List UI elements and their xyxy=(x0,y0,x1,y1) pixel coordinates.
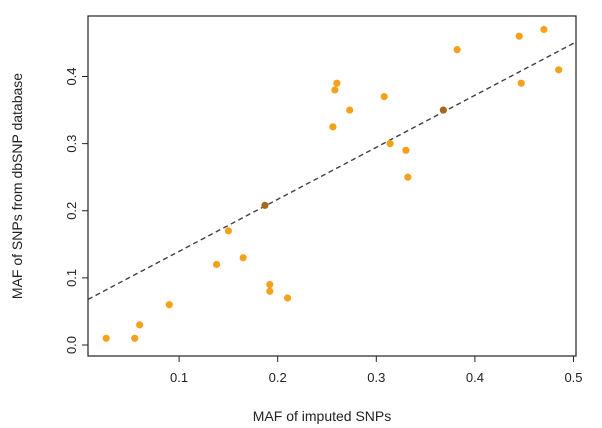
data-point xyxy=(136,321,144,329)
data-point xyxy=(239,254,247,262)
data-point xyxy=(331,86,339,94)
regression-line xyxy=(88,41,576,301)
data-point xyxy=(224,227,232,235)
y-tick-label: 0.4 xyxy=(64,67,79,85)
x-axis: 0.1 0.2 0.3 0.4 0.5 xyxy=(170,356,583,385)
data-point xyxy=(333,79,341,87)
data-point xyxy=(555,66,563,74)
data-point xyxy=(404,173,412,181)
y-axis-title: MAF of SNPs from dbSNP database xyxy=(9,73,25,299)
data-point xyxy=(266,280,274,289)
data-point xyxy=(266,287,274,295)
y-tick-label: 0.3 xyxy=(64,135,79,153)
y-tick-label: 0.0 xyxy=(64,336,79,354)
data-point xyxy=(386,140,394,148)
data-point xyxy=(346,106,354,114)
x-tick-label: 0.4 xyxy=(466,370,484,385)
x-tick-label: 0.3 xyxy=(367,370,385,385)
x-tick-label: 0.1 xyxy=(170,370,188,385)
data-point xyxy=(517,79,525,87)
x-tick-label: 0.5 xyxy=(564,370,582,385)
data-point xyxy=(540,25,548,34)
data-point xyxy=(165,301,173,309)
data-point xyxy=(439,106,447,114)
data-point xyxy=(329,123,337,131)
plot-frame xyxy=(87,15,577,357)
data-point xyxy=(380,93,388,101)
y-axis: 0.0 0.1 0.2 0.3 0.4 xyxy=(64,67,88,354)
x-axis-title: MAF of imputed SNPs xyxy=(253,408,392,424)
data-point xyxy=(402,146,410,154)
data-point xyxy=(212,260,221,269)
data-point xyxy=(131,334,139,342)
x-tick-label: 0.2 xyxy=(269,370,287,385)
data-point xyxy=(102,334,110,342)
y-tick-label: 0.2 xyxy=(64,202,79,220)
data-point xyxy=(261,201,269,209)
data-point xyxy=(515,32,523,40)
data-point xyxy=(283,294,292,302)
y-tick-label: 0.1 xyxy=(64,269,79,287)
points-layer xyxy=(102,25,563,342)
fit-line-layer xyxy=(88,41,576,301)
data-point xyxy=(453,46,461,54)
